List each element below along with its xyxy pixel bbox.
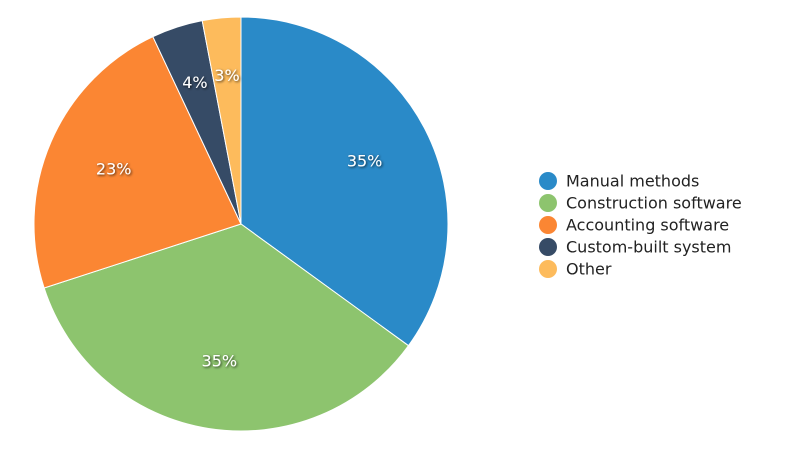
legend-swatch [539, 194, 557, 212]
pie-slice-labels: 35% 35% 23% 4% 3% [96, 66, 382, 370]
legend-swatch [539, 172, 557, 190]
legend-label: Accounting software [566, 216, 729, 235]
pie-slice-label: 3% [214, 66, 239, 85]
legend-swatch [539, 216, 557, 234]
pie-slice-manual-methods [240, 16, 449, 347]
pie-slice-accounting-software [33, 36, 242, 289]
pie-slice-label: 35% [347, 152, 383, 171]
legend-label: Manual methods [566, 172, 699, 191]
legend: Manual methods Construction software Accou… [539, 172, 742, 279]
pie-slice-label: 23% [96, 159, 132, 178]
legend-swatch [539, 260, 557, 278]
legend-label: Other [566, 260, 612, 279]
pie-slices [33, 16, 449, 432]
legend-swatch [539, 238, 557, 256]
legend-label: Construction software [566, 194, 742, 213]
pie-slice-other [201, 16, 242, 225]
pie-slice-construction-software [43, 223, 410, 432]
pie-slice-label: 4% [182, 73, 207, 92]
legend-label: Custom-built system [566, 238, 731, 257]
pie-slice-label: 35% [202, 352, 238, 371]
